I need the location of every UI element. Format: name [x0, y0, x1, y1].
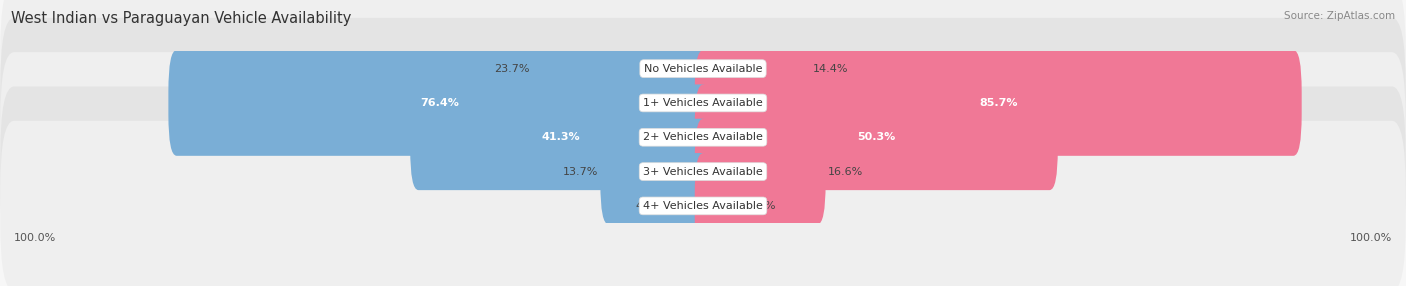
- FancyBboxPatch shape: [695, 16, 810, 122]
- FancyBboxPatch shape: [0, 52, 1406, 223]
- Text: 16.6%: 16.6%: [828, 167, 863, 176]
- Text: 50.3%: 50.3%: [858, 132, 896, 142]
- Legend: West Indian, Paraguayan: West Indian, Paraguayan: [600, 284, 806, 286]
- Text: 85.7%: 85.7%: [979, 98, 1018, 108]
- FancyBboxPatch shape: [169, 50, 711, 156]
- FancyBboxPatch shape: [0, 0, 1406, 154]
- Text: 4.2%: 4.2%: [636, 201, 664, 211]
- FancyBboxPatch shape: [531, 16, 711, 122]
- Text: 100.0%: 100.0%: [14, 233, 56, 243]
- Text: 4.9%: 4.9%: [747, 201, 776, 211]
- FancyBboxPatch shape: [600, 119, 711, 225]
- FancyBboxPatch shape: [695, 119, 825, 225]
- Text: 23.7%: 23.7%: [494, 64, 530, 74]
- Text: 100.0%: 100.0%: [1350, 233, 1392, 243]
- Text: Source: ZipAtlas.com: Source: ZipAtlas.com: [1284, 11, 1395, 21]
- FancyBboxPatch shape: [411, 84, 711, 190]
- Text: 41.3%: 41.3%: [541, 132, 581, 142]
- FancyBboxPatch shape: [666, 153, 711, 259]
- FancyBboxPatch shape: [0, 121, 1406, 286]
- FancyBboxPatch shape: [0, 18, 1406, 188]
- FancyBboxPatch shape: [695, 50, 1302, 156]
- Text: No Vehicles Available: No Vehicles Available: [644, 64, 762, 74]
- Text: 3+ Vehicles Available: 3+ Vehicles Available: [643, 167, 763, 176]
- Text: 13.7%: 13.7%: [562, 167, 599, 176]
- Text: 2+ Vehicles Available: 2+ Vehicles Available: [643, 132, 763, 142]
- Text: 14.4%: 14.4%: [813, 64, 848, 74]
- FancyBboxPatch shape: [0, 86, 1406, 257]
- Text: 76.4%: 76.4%: [420, 98, 460, 108]
- Text: 1+ Vehicles Available: 1+ Vehicles Available: [643, 98, 763, 108]
- FancyBboxPatch shape: [695, 153, 745, 259]
- Text: West Indian vs Paraguayan Vehicle Availability: West Indian vs Paraguayan Vehicle Availa…: [11, 11, 352, 26]
- FancyBboxPatch shape: [695, 84, 1057, 190]
- Text: 4+ Vehicles Available: 4+ Vehicles Available: [643, 201, 763, 211]
